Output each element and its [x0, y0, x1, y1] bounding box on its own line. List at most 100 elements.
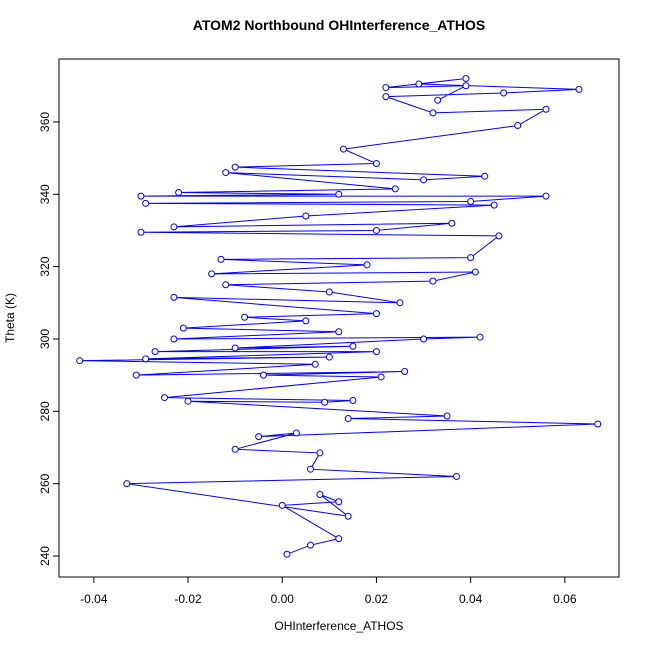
- data-point: [471, 268, 479, 276]
- data-point: [283, 550, 291, 558]
- data-point: [335, 498, 343, 506]
- y-tick-label: 300: [38, 329, 52, 349]
- data-point: [335, 535, 343, 543]
- data-point: [132, 371, 140, 379]
- data-point: [292, 429, 300, 437]
- data-point: [335, 190, 343, 198]
- data-point: [396, 299, 404, 307]
- y-tick-label: 280: [38, 401, 52, 421]
- data-point: [344, 415, 352, 423]
- data-point: [307, 541, 315, 549]
- data-point: [462, 75, 470, 83]
- data-point: [448, 219, 456, 227]
- x-tick-label: 0.00: [271, 592, 295, 606]
- data-point: [137, 192, 145, 200]
- data-point: [372, 310, 380, 318]
- data-point: [217, 255, 225, 263]
- data-point: [344, 512, 352, 520]
- data-point: [179, 324, 187, 332]
- data-point: [231, 163, 239, 171]
- data-point: [325, 288, 333, 296]
- data-point: [316, 491, 324, 499]
- data-point: [575, 85, 583, 93]
- data-point: [302, 317, 310, 325]
- data-point: [255, 433, 263, 441]
- data-point: [325, 353, 333, 361]
- data-point: [278, 501, 286, 509]
- data-point: [123, 480, 131, 488]
- data-point: [349, 396, 357, 404]
- x-tick-label: 0.02: [365, 592, 389, 606]
- data-point: [142, 355, 150, 363]
- y-tick-label: 240: [38, 546, 52, 566]
- y-axis-label: Theta (K): [3, 293, 17, 343]
- data-point: [170, 293, 178, 301]
- data-point: [170, 335, 178, 343]
- data-point: [476, 333, 484, 341]
- data-point: [391, 185, 399, 193]
- data-point: [161, 394, 169, 402]
- data-point: [222, 169, 230, 177]
- data-point: [349, 342, 357, 350]
- data-point: [372, 160, 380, 168]
- data-point: [495, 232, 503, 240]
- data-point: [151, 348, 159, 356]
- data-point: [302, 212, 310, 220]
- data-point: [184, 397, 192, 405]
- x-tick-label: -0.02: [174, 592, 202, 606]
- data-point: [339, 145, 347, 153]
- data-point: [467, 254, 475, 262]
- data-point: [259, 371, 267, 379]
- data-point: [377, 373, 385, 381]
- data-point: [241, 313, 249, 321]
- data-point: [420, 335, 428, 343]
- y-tick-label: 320: [38, 256, 52, 276]
- data-point: [363, 261, 371, 269]
- data-point: [514, 122, 522, 130]
- data-point: [382, 93, 390, 101]
- data-point: [335, 328, 343, 336]
- data-point: [231, 344, 239, 352]
- data-point: [453, 472, 461, 480]
- x-tick-label: -0.04: [80, 592, 108, 606]
- data-point: [170, 223, 178, 231]
- data-line: [79, 78, 598, 555]
- plot-frame: [58, 58, 620, 578]
- data-point: [231, 445, 239, 453]
- data-point: [500, 89, 508, 97]
- data-point: [382, 84, 390, 92]
- data-point: [434, 96, 442, 104]
- data-point: [467, 198, 475, 206]
- data-point: [490, 201, 498, 209]
- chart-title: ATOM2 Northbound OHInterference_ATHOS: [193, 17, 485, 33]
- data-point: [372, 348, 380, 356]
- data-point: [222, 281, 230, 289]
- x-axis-label: OHInterference_ATHOS: [274, 619, 403, 633]
- data-point: [321, 398, 329, 406]
- data-point: [175, 188, 183, 196]
- data-point: [401, 368, 409, 376]
- data-point: [443, 412, 451, 420]
- data-point: [594, 420, 602, 428]
- y-tick-label: 340: [38, 184, 52, 204]
- y-tick-label: 360: [38, 112, 52, 132]
- data-point: [429, 109, 437, 117]
- data-point: [415, 80, 423, 88]
- data-point: [76, 357, 84, 365]
- data-point: [462, 82, 470, 90]
- data-point: [542, 105, 550, 113]
- data-point: [542, 192, 550, 200]
- data-point: [137, 228, 145, 236]
- data-point: [316, 449, 324, 457]
- data-point: [208, 270, 216, 278]
- data-point: [311, 360, 319, 368]
- data-point: [372, 226, 380, 234]
- data-point: [420, 176, 428, 184]
- y-tick-label: 260: [38, 473, 52, 493]
- x-tick-label: 0.06: [553, 592, 577, 606]
- x-tick-label: 0.04: [459, 592, 483, 606]
- data-point: [142, 199, 150, 207]
- data-point: [481, 172, 489, 180]
- data-point: [429, 277, 437, 285]
